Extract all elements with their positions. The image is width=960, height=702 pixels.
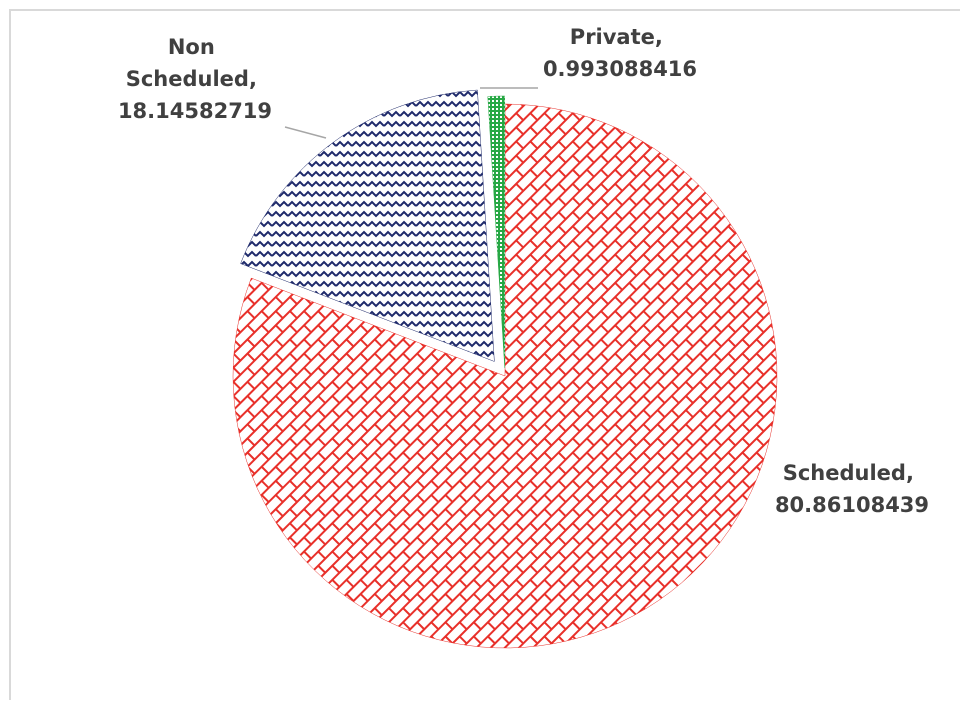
data-label: Non Scheduled, 18.14582719: [118, 35, 272, 123]
data-label: Private, 0.993088416: [543, 25, 697, 81]
pie-slice: [487, 95, 505, 369]
pie-slice: [232, 103, 778, 649]
data-label: Scheduled, 80.86108439: [775, 461, 929, 517]
labels: Scheduled, 80.86108439 Non Scheduled, 18.…: [118, 25, 929, 517]
leader-line: [284, 126, 327, 139]
pie: [232, 89, 778, 649]
frame: [9, 9, 960, 700]
pie-slice: [240, 89, 495, 362]
